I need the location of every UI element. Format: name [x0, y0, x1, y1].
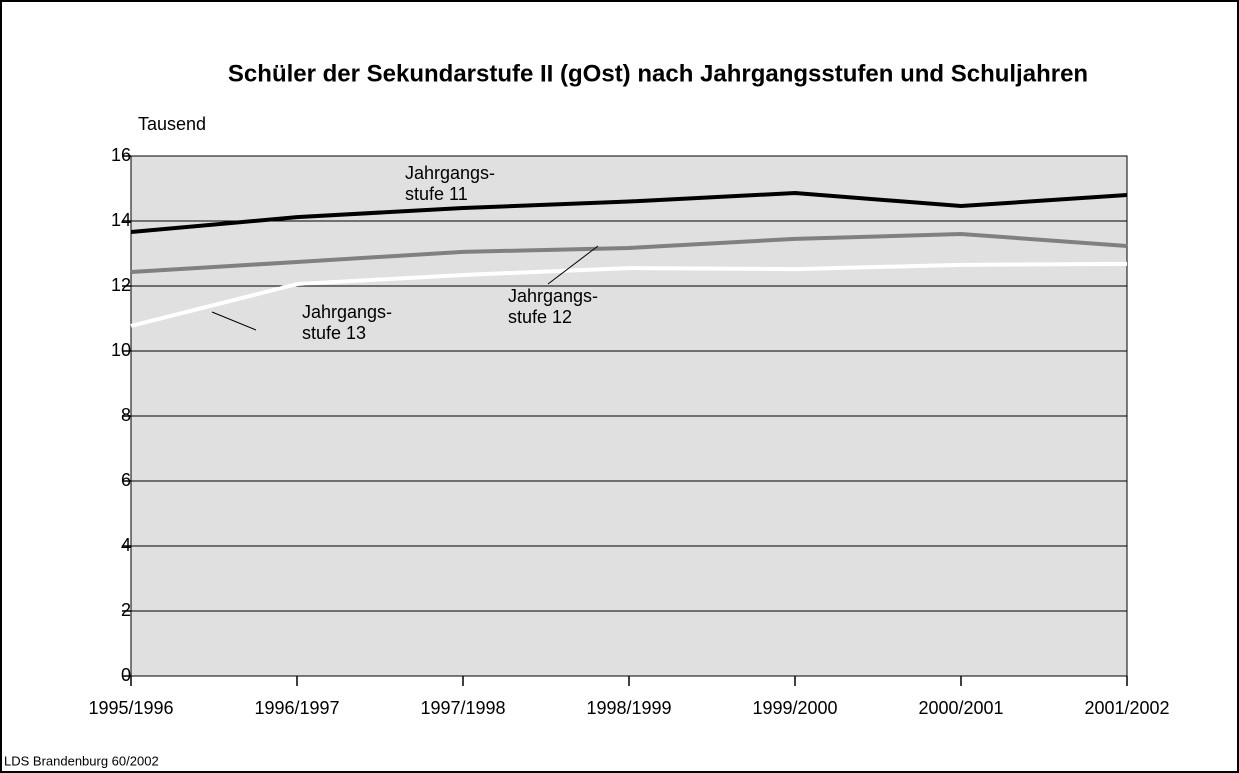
- y-tick-label: 10: [111, 340, 131, 360]
- series-line: [130, 231, 1128, 275]
- x-tick-label: 1997/1998: [420, 698, 505, 718]
- y-tick-label: 8: [121, 405, 131, 425]
- series-line: [130, 261, 1128, 328]
- y-tick-label: 2: [121, 600, 131, 620]
- chart-title: Schüler der Sekundarstufe II (gOst) nach…: [228, 60, 1088, 87]
- annotation: Jahrgangs-: [302, 302, 392, 322]
- annotation: stufe 13: [302, 323, 366, 343]
- x-tick-label: 1998/1999: [586, 698, 671, 718]
- series-line: [130, 191, 1128, 235]
- x-tick-label: 1999/2000: [752, 698, 837, 718]
- y-axis-label: Tausend: [138, 114, 206, 134]
- leader-line: [547, 245, 599, 285]
- x-tick-label: 2000/2001: [918, 698, 1003, 718]
- source: LDS Brandenburg 60/2002: [4, 753, 159, 768]
- y-tick-label: 16: [111, 145, 131, 165]
- y-tick-label: 0: [121, 665, 131, 685]
- y-tick-label: 14: [111, 210, 131, 230]
- x-tick-label: 1996/1997: [254, 698, 339, 718]
- y-tick-label: 12: [111, 275, 131, 295]
- x-tick-label: 2001/2002: [1084, 698, 1169, 718]
- y-tick-label: 6: [121, 470, 131, 490]
- y-tick-label: 4: [121, 535, 131, 555]
- annotation: Jahrgangs-: [405, 163, 495, 183]
- annotation: Jahrgangs-: [508, 286, 598, 306]
- x-tick-label: 1995/1996: [88, 698, 173, 718]
- annotation: stufe 12: [508, 307, 572, 327]
- annotation: stufe 11: [405, 184, 468, 204]
- leader-line: [211, 311, 257, 331]
